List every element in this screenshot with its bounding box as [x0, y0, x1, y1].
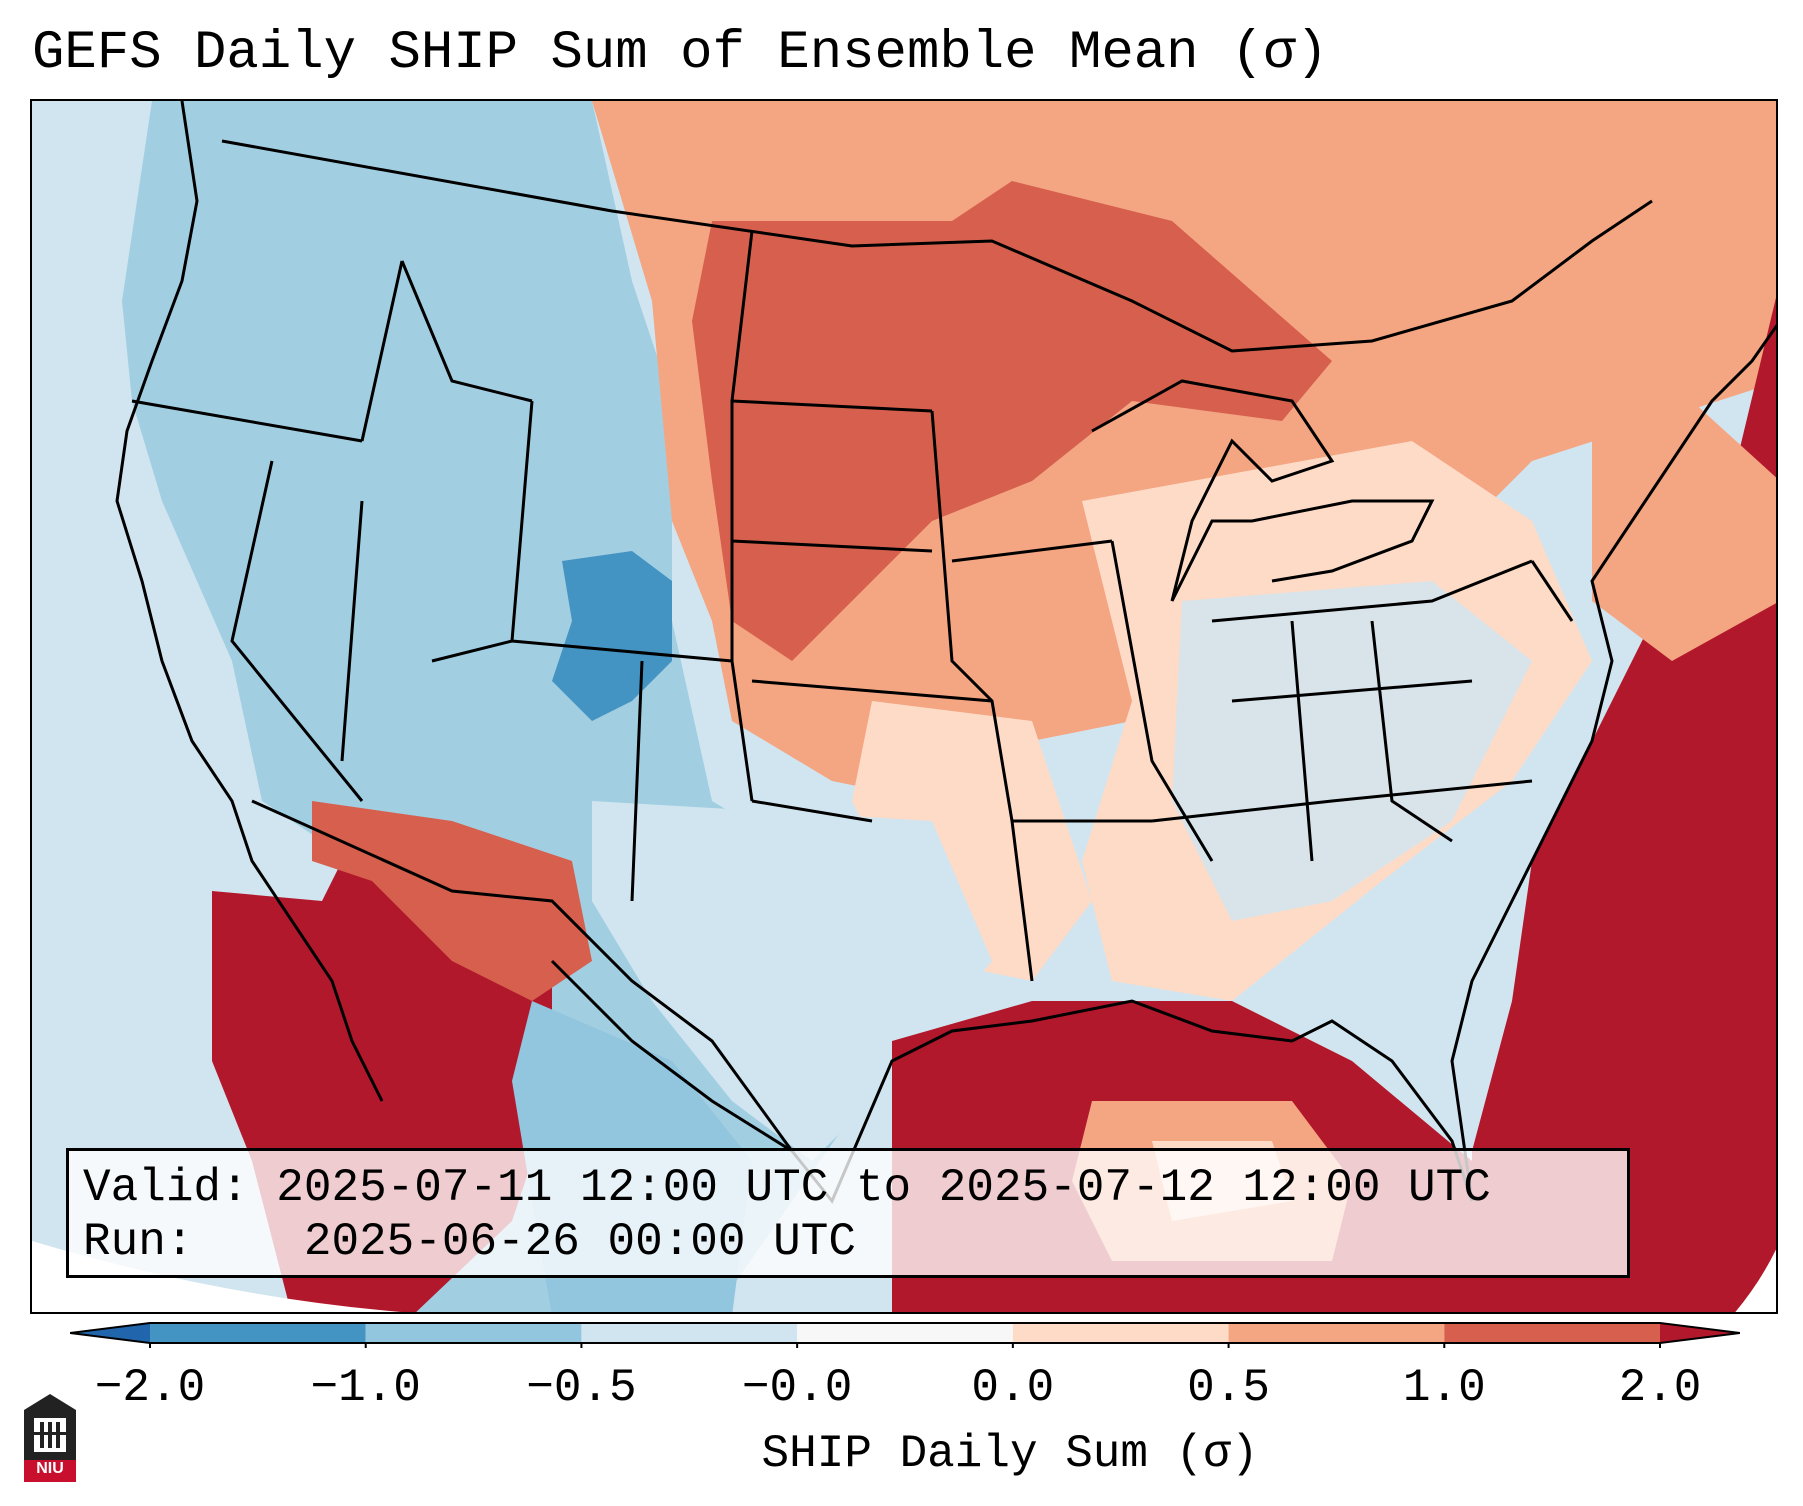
field-outside-domain [32, 1241, 402, 1312]
valid-label: Valid: [83, 1162, 249, 1214]
colorbar-tick-label: −0.0 [741, 1362, 853, 1414]
run-value: 2025-06-26 00:00 UTC [303, 1216, 856, 1268]
field-salmon-ne [1592, 401, 1776, 661]
field-pale-southeast [1172, 581, 1532, 921]
field-salmon-sw [312, 801, 592, 1001]
run-label: Run: [83, 1216, 194, 1268]
field-red-northplains [692, 181, 1332, 661]
colorbar [70, 1322, 1740, 1348]
field-outside-domain-right [1735, 1249, 1776, 1312]
colorbar-segment [1012, 1323, 1229, 1343]
colorbar-segment [365, 1323, 582, 1343]
state-lines [131, 230, 1574, 982]
colorbar-label: SHIP Daily Sum (σ) [761, 1428, 1259, 1480]
niu-logo-icon [24, 1394, 76, 1482]
chart-title: GEFS Daily SHIP Sum of Ensemble Mean (σ) [32, 23, 1329, 84]
valid-row: Valid: 2025-07-11 12:00 UTC to 2025-07-1… [83, 1161, 1627, 1215]
colorbar-extend-high [1660, 1323, 1740, 1343]
colorbar-tick-label: 0.0 [971, 1362, 1055, 1414]
us-canada-border [221, 139, 1653, 353]
anomaly-map [32, 101, 1776, 1312]
colorbar-tick-label: 2.0 [1618, 1362, 1702, 1414]
colorbar-segment [1444, 1323, 1660, 1343]
colorbar-segment [797, 1323, 1013, 1343]
info-box: Valid: 2025-07-11 12:00 UTC to 2025-07-1… [66, 1148, 1630, 1278]
colorbar-tick-label: 0.5 [1187, 1362, 1270, 1414]
colorbar-tick-label: −2.0 [94, 1362, 206, 1414]
coastline-west [115, 101, 384, 1102]
map-panel[interactable] [30, 99, 1778, 1314]
great-lakes [1091, 379, 1435, 602]
boundaries [115, 101, 1776, 1204]
colorbar-segment [150, 1323, 366, 1343]
niu-logo: NIU [20, 1390, 80, 1484]
run-row: Run: 2025-06-26 00:00 UTC [83, 1215, 1627, 1269]
colorbar-segment [1228, 1323, 1445, 1343]
colorbar-extend-low [70, 1323, 150, 1343]
us-mexico-border [251, 799, 794, 1152]
colorbar-segments [70, 1322, 1740, 1348]
colorbar-tick-label: −0.5 [526, 1362, 637, 1414]
colorbar-segment [581, 1323, 798, 1343]
logo-text: NIU [36, 1460, 64, 1477]
coastline-gulf [550, 959, 1474, 1204]
coastline-east [1450, 324, 1776, 1202]
valid-value: 2025-07-11 12:00 UTC to 2025-07-12 12:00… [276, 1162, 1491, 1214]
colorbar-tick-label: −1.0 [310, 1362, 421, 1414]
colorbar-tick-label: 1.0 [1402, 1362, 1486, 1414]
